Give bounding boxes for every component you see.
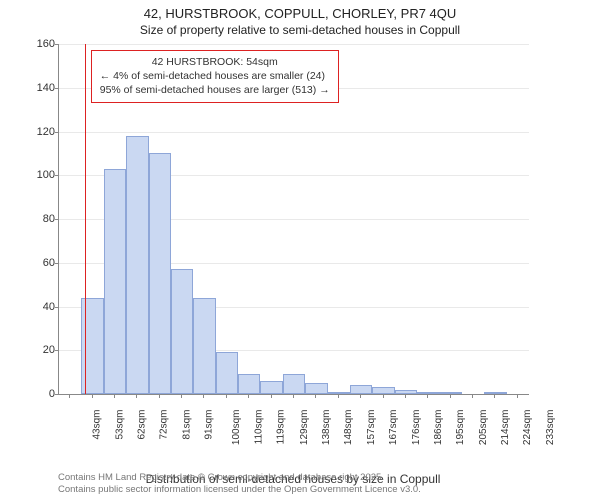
x-tick-mark [69,394,71,398]
y-tick-label: 100 [27,169,55,181]
y-tick-label: 60 [27,257,55,269]
y-tick-label: 120 [27,126,55,138]
callout-line: ← 4% of semi-detached houses are smaller… [100,69,330,83]
y-tick-mark [55,263,59,264]
y-tick-mark [55,219,59,220]
x-tick-label: 195sqm [455,410,466,446]
x-tick-label: 81sqm [181,410,192,440]
x-tick-mark [494,394,496,398]
callout-line: 42 HURSTBROOK: 54sqm [100,55,330,69]
histogram-bar [126,136,148,394]
x-tick-label: 53sqm [114,410,125,440]
histogram-bar [305,383,327,394]
x-tick-mark [293,394,295,398]
y-tick-label: 140 [27,82,55,94]
x-tick-label: 233sqm [545,410,556,446]
y-tick-label: 0 [27,388,55,400]
histogram-bar [238,374,260,394]
x-tick-mark [226,394,228,398]
x-tick-mark [405,394,407,398]
y-tick-mark [55,175,59,176]
histogram-bar [171,269,193,394]
page-subtitle: Size of property relative to semi-detach… [0,23,600,37]
y-tick-label: 80 [27,213,55,225]
y-tick-label: 40 [27,301,55,313]
footer-line2: Contains public sector information licen… [58,484,421,496]
x-tick-mark [472,394,474,398]
x-tick-label: 157sqm [366,410,377,446]
histogram-bar [283,374,305,394]
x-tick-label: 62sqm [136,410,147,440]
histogram-bar [149,153,171,394]
y-tick-mark [55,350,59,351]
x-tick-label: 91sqm [204,410,215,440]
plot-region: 02040608010012014016042 HURSTBROOK: 54sq… [58,44,529,395]
x-tick-mark [159,394,161,398]
y-tick-label: 20 [27,344,55,356]
x-tick-mark [248,394,250,398]
footer-attribution: Contains HM Land Registry data © Crown c… [58,472,421,496]
property-marker-line [85,44,86,394]
x-tick-mark [517,394,519,398]
x-tick-label: 205sqm [478,410,489,446]
histogram-bar [104,169,126,394]
x-tick-mark [114,394,116,398]
x-tick-mark [383,394,385,398]
x-tick-label: 138sqm [321,410,332,446]
callout-line: 95% of semi-detached houses are larger (… [100,83,330,97]
marker-callout: 42 HURSTBROOK: 54sqm← 4% of semi-detache… [91,50,339,103]
x-tick-mark [315,394,317,398]
x-tick-mark [203,394,205,398]
x-tick-label: 214sqm [500,410,511,446]
chart-area: Number of semi-detached properties 02040… [58,44,570,424]
y-tick-mark [55,394,59,395]
histogram-bar [350,385,372,394]
x-tick-mark [92,394,94,398]
x-tick-label: 148sqm [343,410,354,446]
y-tick-mark [55,307,59,308]
page-title: 42, HURSTBROOK, COPPULL, CHORLEY, PR7 4Q… [0,0,600,23]
x-tick-label: 167sqm [388,410,399,446]
y-tick-label: 160 [27,38,55,50]
gridline [59,44,529,45]
x-tick-label: 72sqm [159,410,170,440]
x-tick-label: 176sqm [411,410,422,446]
y-tick-mark [55,132,59,133]
chart-container: 42, HURSTBROOK, COPPULL, CHORLEY, PR7 4Q… [0,0,600,500]
x-tick-label: 224sqm [523,410,534,446]
x-tick-mark [427,394,429,398]
y-tick-mark [55,88,59,89]
x-tick-label: 43sqm [92,410,103,440]
histogram-bar [193,298,215,394]
footer-line1: Contains HM Land Registry data © Crown c… [58,472,421,484]
x-tick-mark [450,394,452,398]
x-tick-mark [360,394,362,398]
x-tick-mark [181,394,183,398]
gridline [59,132,529,133]
x-tick-label: 186sqm [433,410,444,446]
x-tick-label: 129sqm [299,410,310,446]
x-tick-label: 110sqm [253,410,264,445]
x-tick-label: 119sqm [276,410,287,445]
histogram-bar [260,381,282,394]
x-tick-mark [136,394,138,398]
x-tick-label: 100sqm [232,410,243,446]
y-tick-mark [55,44,59,45]
x-tick-mark [338,394,340,398]
x-tick-mark [271,394,273,398]
histogram-bar [216,352,238,394]
